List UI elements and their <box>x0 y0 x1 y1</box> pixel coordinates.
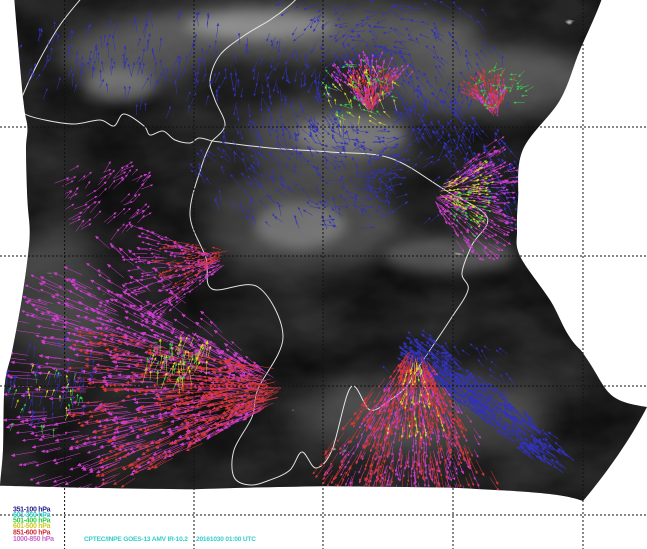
svg-text:1000-850 hPa: 1000-850 hPa <box>13 536 54 543</box>
svg-text:CPTEC/INPE GOES-13 AMV IR-10.2: CPTEC/INPE GOES-13 AMV IR-10.2 <box>84 536 188 543</box>
svg-text:20161030 01:00 UTC: 20161030 01:00 UTC <box>196 536 256 543</box>
